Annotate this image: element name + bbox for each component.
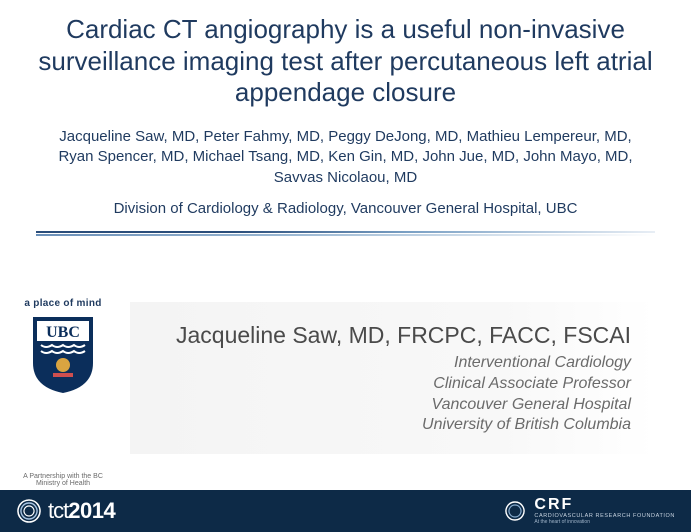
ubc-brand-block: a place of mind UBC xyxy=(18,298,108,395)
footer-left: tct2014 xyxy=(16,498,115,524)
presenter-role: Interventional Cardiology xyxy=(154,353,631,374)
affiliation: Division of Cardiology & Radiology, Vanc… xyxy=(50,200,641,217)
ubc-tagline: a place of mind xyxy=(18,298,108,309)
authors-block: Jacqueline Saw, MD, Peter Fahmy, MD, Peg… xyxy=(0,117,691,217)
crf-acronym: CRF xyxy=(534,497,675,513)
ubc-partnership-note: A Partnership with the BC Ministry of He… xyxy=(18,473,108,488)
slide: Cardiac CT angiography is a useful non-i… xyxy=(0,0,691,532)
tct-prefix: tct xyxy=(48,498,68,524)
presenter-name: Jacqueline Saw, MD, FRCPC, FACC, FSCAI xyxy=(154,322,631,349)
crf-swirl-icon xyxy=(504,500,526,522)
presenter-title: Clinical Associate Professor xyxy=(154,374,631,395)
author-list: Jacqueline Saw, MD, Peter Fahmy, MD, Peg… xyxy=(50,127,641,188)
presenter-block: Jacqueline Saw, MD, FRCPC, FACC, FSCAI I… xyxy=(130,302,655,454)
footer-right: CRF CARDIOVASCULAR RESEARCH FOUNDATION A… xyxy=(504,497,675,526)
crf-text-block: CRF CARDIOVASCULAR RESEARCH FOUNDATION A… xyxy=(534,497,675,526)
crf-tagline: At the heart of innovation xyxy=(534,520,675,525)
footer-bar: tct2014 CRF CARDIOVASCULAR RESEARCH FOUN… xyxy=(0,490,691,532)
tct-logo-text: tct2014 xyxy=(48,498,115,524)
presenter-university: University of British Columbia xyxy=(154,415,631,436)
section-divider xyxy=(36,231,655,237)
ubc-crest-icon: UBC xyxy=(31,315,95,395)
slide-title: Cardiac CT angiography is a useful non-i… xyxy=(36,14,655,109)
tct-year: 2014 xyxy=(68,498,115,524)
tct-swirl-icon xyxy=(16,498,42,524)
svg-text:UBC: UBC xyxy=(46,324,80,341)
title-block: Cardiac CT angiography is a useful non-i… xyxy=(0,0,691,117)
presenter-hospital: Vancouver General Hospital xyxy=(154,395,631,416)
